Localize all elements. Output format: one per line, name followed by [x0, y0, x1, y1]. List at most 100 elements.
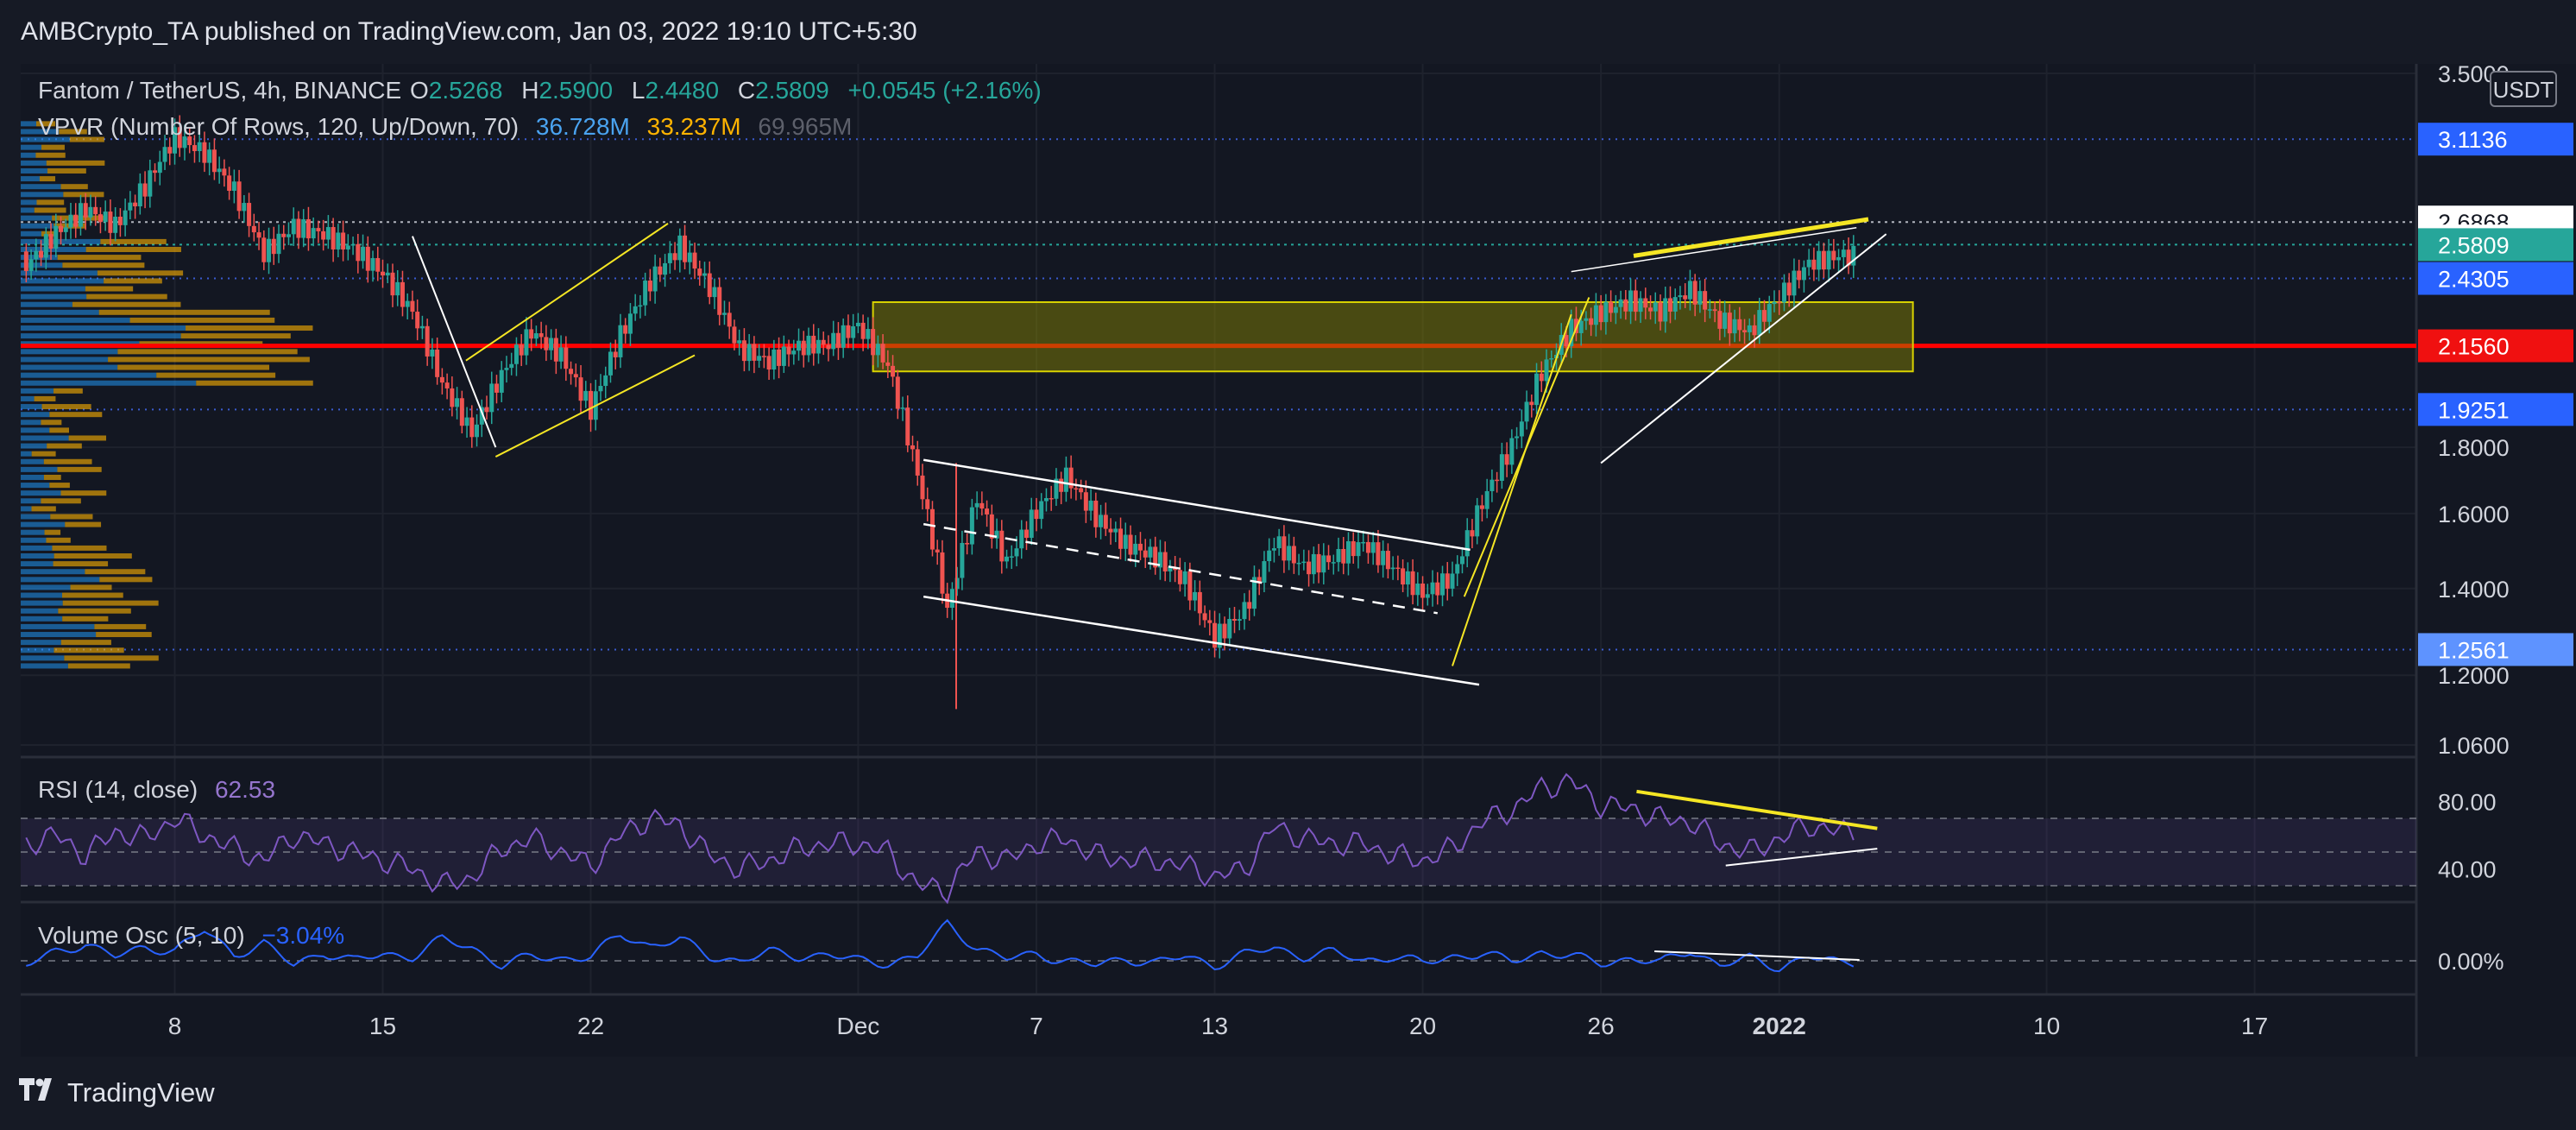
vol-osc-value: −3.04%	[261, 922, 344, 949]
vpvr-bar-down	[41, 420, 62, 426]
candle-body-up	[1430, 582, 1435, 595]
candle-body-up	[831, 332, 836, 350]
candle-body-up	[712, 287, 717, 298]
candle-body-up	[1425, 594, 1430, 598]
candle-body-down	[786, 346, 791, 355]
candle-body-up	[207, 149, 212, 163]
time-tick-label: 13	[1201, 1013, 1228, 1039]
vpvr-bar-down	[94, 623, 147, 629]
candle-body-up	[370, 257, 375, 271]
candle-body-up	[286, 234, 291, 237]
candle-body-up	[479, 407, 484, 425]
vpvr-bar-up	[21, 608, 59, 614]
vpvr-bar-down	[85, 247, 181, 253]
vpvr-bar-up	[21, 176, 40, 182]
horizontal-levels	[21, 138, 2416, 651]
vpvr-bar-up	[21, 537, 47, 543]
candle-body-down	[1648, 307, 1653, 312]
candle-body-down	[544, 337, 549, 350]
candle-body-down	[375, 257, 381, 272]
vpvr-bar-down	[85, 286, 134, 292]
candle-body-down	[965, 542, 970, 545]
vpvr-bar-up	[21, 152, 36, 158]
candle-body-up	[182, 136, 187, 148]
time-tick-label: Dec	[836, 1013, 879, 1039]
vpvr-histogram	[21, 121, 2416, 669]
vpvr-bar-up	[21, 640, 61, 646]
candle-body-up	[197, 142, 202, 152]
vpvr-bar-down	[62, 262, 145, 268]
candle-body-up	[1217, 623, 1222, 648]
candle-body-up	[1723, 312, 1728, 329]
vpvr-bar-up	[21, 412, 50, 418]
candle-body-up	[687, 252, 692, 262]
candle-body-down	[1222, 623, 1227, 639]
vpvr-bar-up	[21, 474, 44, 480]
candle-body-down	[871, 329, 876, 356]
breakout-trendline-upper	[1463, 297, 1590, 597]
candle-body-up	[781, 346, 786, 366]
candle-body-down	[1742, 330, 1748, 332]
candle-body-up	[28, 259, 34, 271]
rsi-support-line	[1725, 848, 1878, 867]
candle-body-down	[1777, 301, 1782, 304]
vpvr-bar-up	[21, 663, 68, 669]
vpvr-bar-down	[57, 466, 102, 472]
vpvr-bar-down	[53, 561, 109, 567]
candle-body-down	[1177, 570, 1182, 584]
vpvr-bar-down	[70, 584, 112, 590]
candle-body-down	[73, 214, 79, 227]
vpvr-bar-up	[21, 199, 37, 205]
candle-body-up	[900, 407, 905, 409]
candle-body-down	[1435, 582, 1440, 596]
candle-body-up	[851, 325, 856, 338]
candle-body-up	[757, 356, 762, 361]
candle-body-up	[643, 281, 648, 306]
vpvr-readout: VPVR (Number Of Rows, 120, Up/Down, 70) …	[38, 113, 852, 140]
candle-body-up	[1519, 421, 1524, 437]
vpvr-bar-down	[63, 192, 104, 198]
symbol-title: Fantom / TetherUS, 4h, BINANCE	[38, 77, 401, 104]
vpvr-bar-down	[156, 372, 276, 378]
currency-badge[interactable]: USDT	[2490, 71, 2557, 107]
candle-body-up	[1569, 319, 1574, 347]
candle-body-down	[1137, 543, 1143, 551]
candle-body-down	[192, 145, 197, 152]
candle-body-down	[1564, 335, 1569, 347]
candle-body-down	[940, 552, 945, 594]
candle-body-down	[826, 344, 831, 350]
vpvr-bar-down	[41, 404, 91, 410]
price-label-text: 2.4305	[2438, 267, 2510, 293]
wedge-resistance-line	[1571, 227, 1857, 273]
candle-body-down	[727, 312, 732, 327]
candle-body-up	[1014, 548, 1019, 557]
vpvr-bar-up	[21, 420, 41, 426]
candle-body-up	[1331, 562, 1336, 564]
candle-body-up	[721, 312, 727, 315]
vpvr-bar-down	[65, 521, 102, 527]
vpvr-bar-up	[21, 372, 157, 378]
vpvr-bar-up	[21, 357, 109, 363]
tradingview-branding: TradingView	[19, 1076, 215, 1110]
candle-body-down	[1049, 498, 1054, 500]
open-value: 2.5268	[429, 77, 503, 104]
vpvr-bar-up	[21, 577, 100, 583]
candle-body-down	[1023, 529, 1029, 539]
candle-body-up	[638, 305, 643, 307]
candle-body-down	[1598, 305, 1603, 323]
time-tick-label: 15	[369, 1013, 396, 1039]
candle-body-up	[43, 234, 48, 258]
wedge-support-line	[1600, 233, 1887, 464]
candle-body-down	[1291, 546, 1296, 564]
downtrend-arrow-line	[412, 236, 497, 448]
descending-channel-midline	[923, 522, 1438, 615]
price-tick-label: 1.4000	[2438, 577, 2510, 603]
candle-body-down	[177, 127, 182, 148]
candle-body-up	[1271, 548, 1276, 551]
trendline-drawings	[412, 217, 1887, 686]
vpvr-bar-down	[41, 230, 56, 237]
vpvr-bar-down	[59, 129, 87, 135]
price-tick-label: 1.6000	[2438, 502, 2510, 527]
candle-body-up	[1043, 498, 1049, 502]
